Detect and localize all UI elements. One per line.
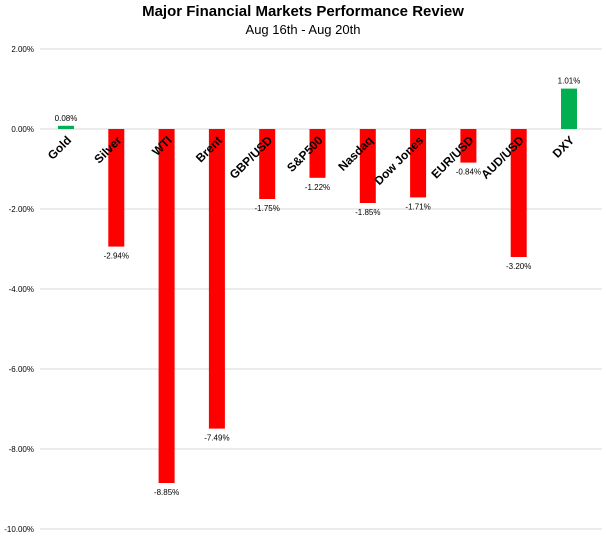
bar <box>108 129 125 247</box>
bar <box>158 129 175 483</box>
y-tick-label: -6.00% <box>9 365 34 374</box>
data-label: -7.49% <box>204 434 229 443</box>
y-tick-label: -10.00% <box>4 525 34 534</box>
chart-title: Major Financial Markets Performance Revi… <box>142 3 464 20</box>
y-tick-label: -4.00% <box>9 285 34 294</box>
bar <box>410 129 427 198</box>
y-tick-label: 0.00% <box>11 125 34 134</box>
data-label: -0.84% <box>456 168 481 177</box>
y-tick-label: -2.00% <box>9 205 34 214</box>
data-label: 0.08% <box>55 114 78 123</box>
bar <box>58 125 74 129</box>
data-label: -2.94% <box>104 252 129 261</box>
y-tick-label: 2.00% <box>11 45 34 54</box>
data-label: -3.20% <box>506 262 531 271</box>
x-tick-label: Gold <box>45 133 74 162</box>
data-label: -8.85% <box>154 488 179 497</box>
data-label: -1.71% <box>405 202 430 211</box>
bar <box>259 129 276 199</box>
data-label: -1.75% <box>255 204 280 213</box>
chart-subtitle: Aug 16th - Aug 20th <box>245 22 361 37</box>
y-tick-label: -8.00% <box>9 445 34 454</box>
bar <box>309 129 326 178</box>
bar <box>561 88 577 129</box>
data-label: -1.85% <box>355 208 380 217</box>
data-label: -1.22% <box>305 183 330 192</box>
bar <box>208 129 225 429</box>
x-tick-label: DXY <box>550 133 577 160</box>
data-label: 1.01% <box>558 77 581 86</box>
bar <box>359 129 376 203</box>
bar <box>460 129 477 163</box>
bar <box>510 129 527 257</box>
